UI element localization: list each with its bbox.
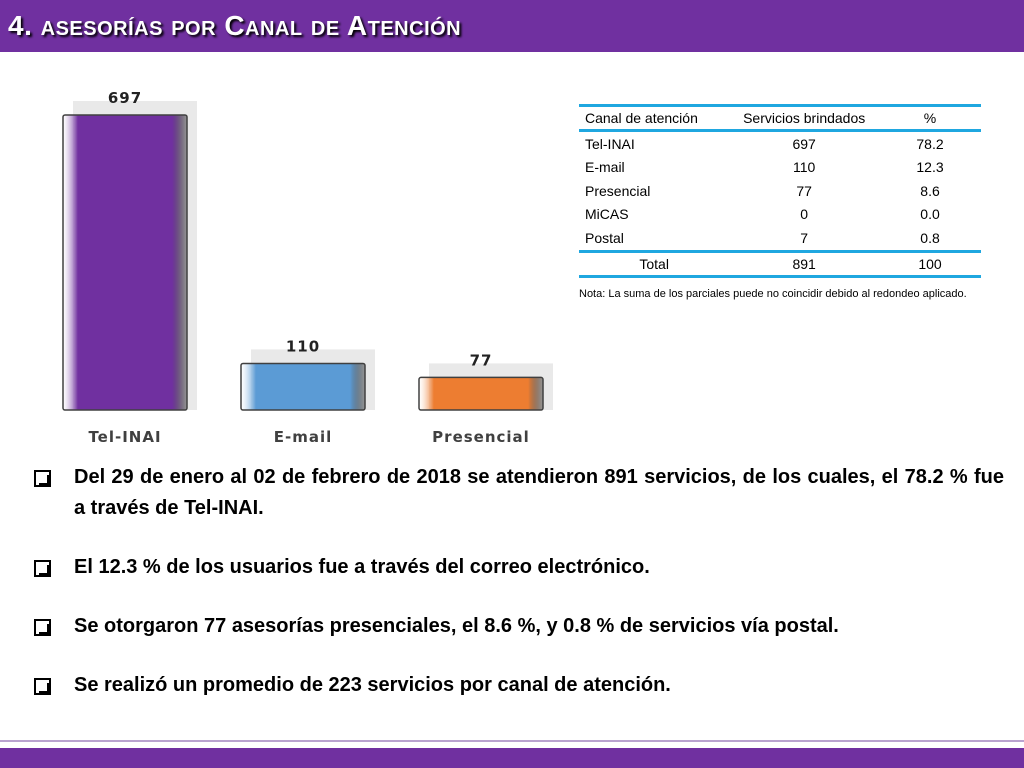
table-row: MiCAS 0 0.0 <box>579 203 981 227</box>
bullet-text: Del 29 de enero al 02 de febrero de 2018… <box>74 466 1004 519</box>
table-row: Presencial 77 8.6 <box>579 179 981 203</box>
bar-tel-inai <box>62 114 188 411</box>
cell-services: 110 <box>793 159 816 176</box>
bar-e-mail <box>240 362 366 411</box>
bullet-item: El 12.3 % de los usuarios fue a través d… <box>32 552 1004 583</box>
summary-bullets: Del 29 de enero al 02 de febrero de 2018… <box>32 462 1004 701</box>
cell-percent: 12.3 <box>916 159 944 176</box>
cell-services: 77 <box>796 182 812 199</box>
header-channel: Canal de atención <box>579 104 730 132</box>
total-services: 891 <box>729 249 880 278</box>
checkbox-bullet-icon <box>34 678 51 695</box>
bullet-item: Se realizó un promedio de 223 servicios … <box>32 670 1004 701</box>
cell-channel: MiCAS <box>585 206 629 223</box>
bullet-item: Del 29 de enero al 02 de febrero de 2018… <box>32 462 1004 524</box>
bar-chart: 697Tel-INAI110E-mail77Presencial0MiCAS7P… <box>62 89 553 446</box>
bullet-text: El 12.3 % de los usuarios fue a través d… <box>74 556 650 578</box>
table-row: E-mail 110 12.3 <box>579 156 981 180</box>
cell-channel: Postal <box>585 229 624 246</box>
table-total-row: Total 891 100 <box>579 249 981 278</box>
table-header-row: Canal de atención Servicios brindados % <box>579 104 981 132</box>
cell-channel: Presencial <box>585 182 651 199</box>
table-row: Postal 7 0.8 <box>579 226 981 251</box>
data-label: 697 <box>108 89 142 107</box>
header-percent: % <box>879 104 981 132</box>
data-label: 110 <box>286 337 320 355</box>
data-label: 77 <box>470 351 493 369</box>
cell-channel: E-mail <box>585 159 625 176</box>
header-services: Servicios brindados <box>729 104 880 132</box>
bullet-text: Se realizó un promedio de 223 servicios … <box>74 674 671 696</box>
cell-channel: Tel-INAI <box>585 135 635 152</box>
footer-bar <box>0 748 1024 768</box>
category-label: Presencial <box>432 428 530 446</box>
bullet-item: Se otorgaron 77 asesorías presenciales, … <box>32 611 1004 642</box>
checkbox-bullet-icon <box>34 560 51 577</box>
summary-table-panel: Canal de atención Servicios brindados % … <box>579 104 981 302</box>
category-label: E-mail <box>274 428 333 446</box>
table-note: Nota: La suma de los parciales puede no … <box>579 287 967 300</box>
cell-percent: 0.0 <box>920 206 940 223</box>
total-label: Total <box>579 249 730 278</box>
table-row: Tel-INAI 697 78.2 <box>579 131 981 156</box>
page-title: 4. asesorías por Canal de Atención <box>8 10 462 41</box>
cell-services: 697 <box>792 135 816 152</box>
footer-divider <box>0 740 1024 742</box>
checkbox-bullet-icon <box>34 619 51 636</box>
cell-percent: 8.6 <box>920 182 940 199</box>
category-label: Tel-INAI <box>88 428 161 446</box>
cell-services: 7 <box>800 229 809 246</box>
checkbox-bullet-icon <box>34 470 51 487</box>
total-percent: 100 <box>879 249 981 278</box>
bar-presencial <box>418 376 544 411</box>
bullet-text: Se otorgaron 77 asesorías presenciales, … <box>74 615 839 637</box>
cell-percent: 78.2 <box>916 135 944 152</box>
cell-percent: 0.8 <box>920 229 940 246</box>
title-bar: 4. asesorías por Canal de Atención <box>0 0 1024 52</box>
summary-table: Canal de atención Servicios brindados % … <box>579 104 981 278</box>
cell-services: 0 <box>800 206 809 223</box>
